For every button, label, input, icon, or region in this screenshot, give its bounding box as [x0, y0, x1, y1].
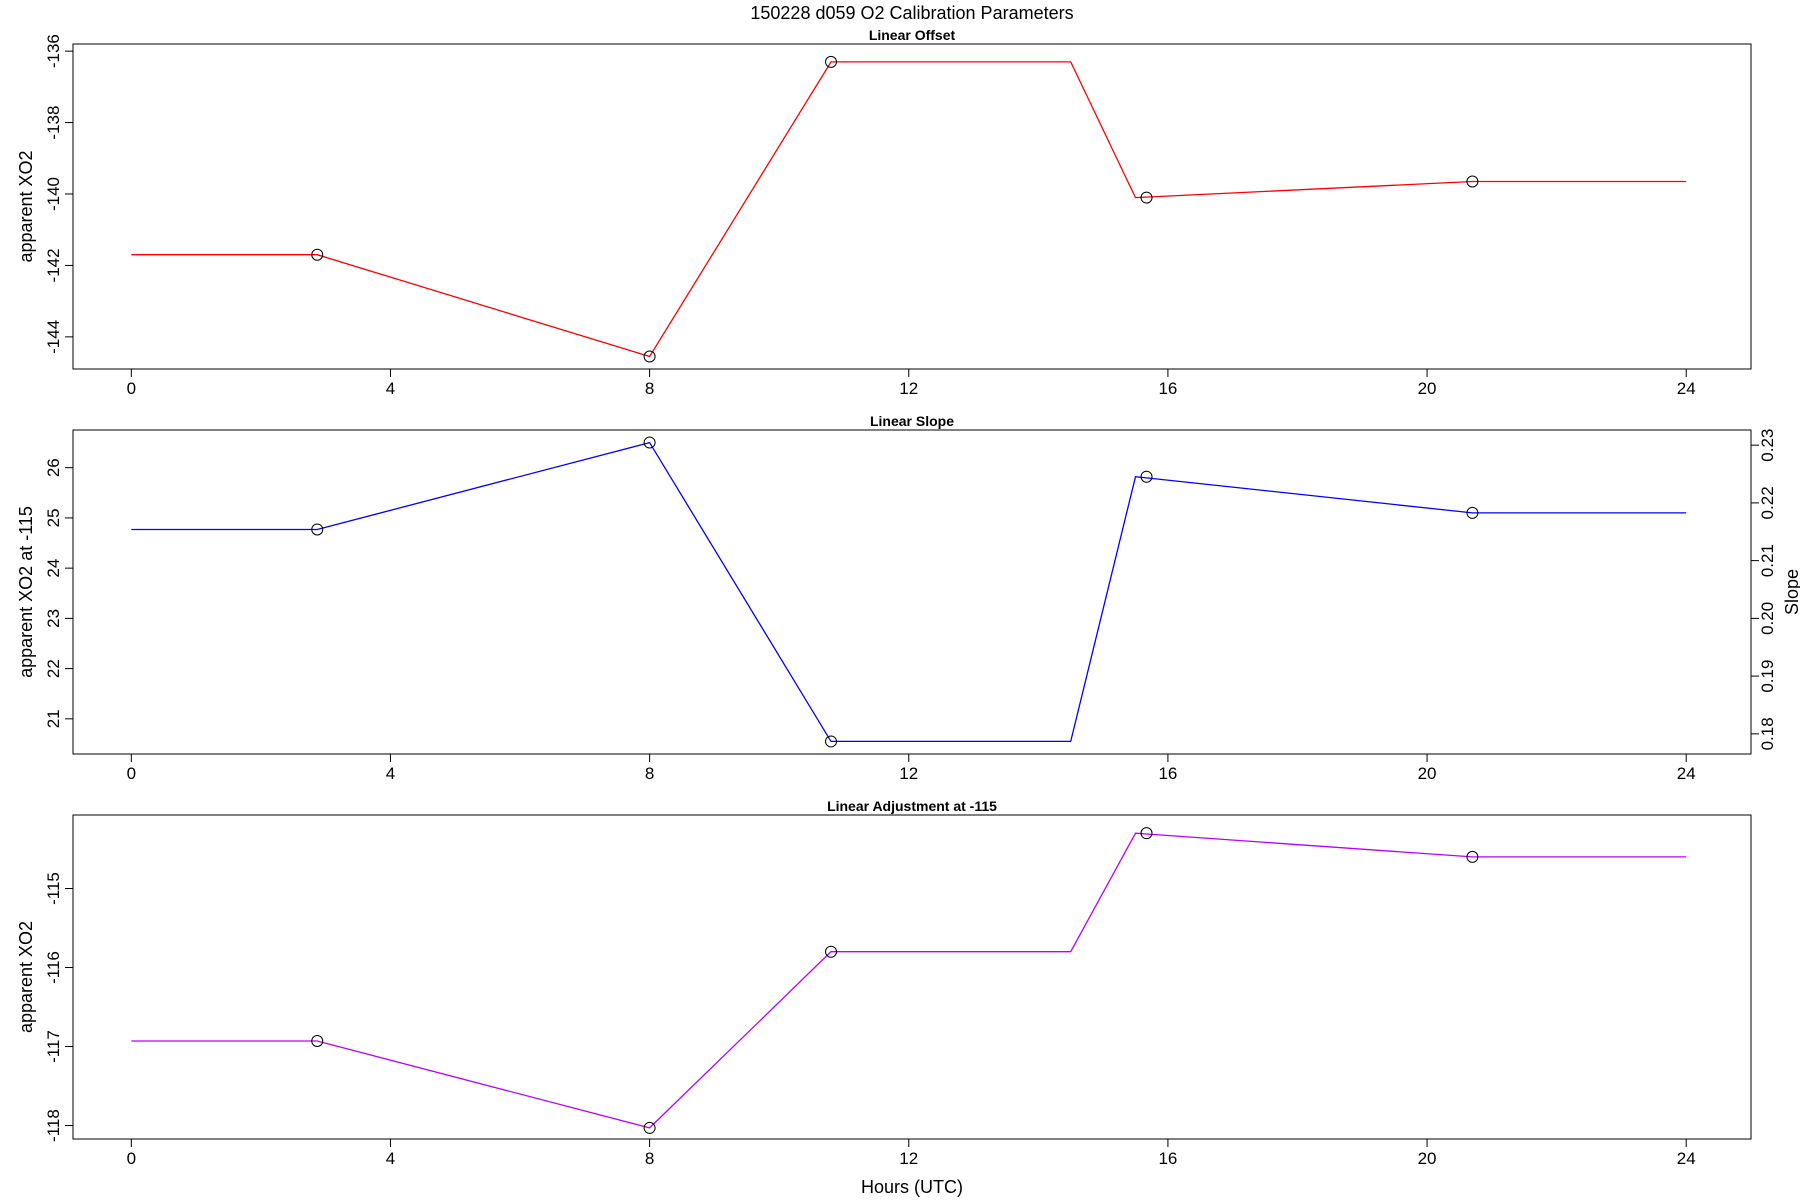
x-tick-label: 16	[1158, 1149, 1177, 1168]
y-tick-label: -144	[44, 320, 63, 354]
y2-tick-label: 0.23	[1758, 429, 1777, 462]
data-point	[643, 350, 656, 363]
x-tick-label: 8	[645, 764, 654, 783]
panel-title-1: Linear Offset	[869, 27, 956, 43]
y-tick-label: -136	[44, 34, 63, 68]
series-line-1	[131, 61, 1687, 358]
x-tick-label: 12	[899, 379, 918, 398]
series-line-3	[131, 832, 1687, 1129]
y-tick-label: 25	[44, 508, 63, 527]
data-point	[643, 436, 656, 449]
y-axis-label: apparent XO2 at -115	[16, 506, 36, 678]
x-tick-label: 8	[645, 1149, 654, 1168]
panel-title-3: Linear Adjustment at -115	[827, 798, 997, 814]
x-tick-label: 16	[1158, 764, 1177, 783]
data-point	[825, 55, 838, 68]
x-tick-label: 8	[645, 379, 654, 398]
y-tick-label: -140	[44, 177, 63, 211]
plot-frame-1	[72, 43, 1752, 370]
y-tick-label: -118	[44, 1109, 63, 1142]
y-tick-label: 22	[44, 659, 63, 678]
data-point	[1466, 506, 1479, 519]
y-tick-label: 21	[44, 709, 63, 728]
x-tick-label: 4	[386, 764, 395, 783]
x-tick-label: 12	[899, 1149, 918, 1168]
data-point	[311, 523, 324, 536]
data-point	[1140, 191, 1153, 204]
y-tick-label: 24	[44, 559, 63, 578]
data-point	[1466, 850, 1479, 863]
x-tick-label: 0	[127, 764, 136, 783]
x-tick-label: 0	[127, 1149, 136, 1168]
y2-tick-label: 0.20	[1758, 602, 1777, 635]
plot-frame-3	[72, 814, 1752, 1140]
data-point	[311, 1035, 324, 1048]
data-point	[311, 248, 324, 261]
figure-title: 150228 d059 O2 Calibration Parameters	[750, 3, 1073, 23]
x-axis-label: Hours (UTC)	[861, 1177, 963, 1197]
panel-title-2: Linear Slope	[870, 413, 954, 429]
x-tick-label: 24	[1677, 379, 1696, 398]
x-tick-label: 12	[899, 764, 918, 783]
x-tick-label: 20	[1418, 1149, 1437, 1168]
y-tick-label: 26	[44, 458, 63, 477]
data-point	[825, 735, 838, 748]
y-tick-label: -116	[44, 951, 63, 984]
x-tick-label: 24	[1677, 764, 1696, 783]
y2-tick-label: 0.19	[1758, 660, 1777, 693]
data-point	[825, 945, 838, 958]
plot-frame-2	[72, 429, 1752, 755]
y2-tick-label: 0.22	[1758, 486, 1777, 519]
x-tick-label: 4	[386, 379, 395, 398]
y-axis-label: apparent XO2	[16, 921, 36, 1033]
y2-tick-label: 0.18	[1758, 717, 1777, 750]
y-tick-label: 23	[44, 609, 63, 628]
data-point	[1140, 827, 1153, 840]
y2-tick-label: 0.21	[1758, 544, 1777, 577]
y2-axis-label: Slope	[1782, 569, 1800, 615]
series-line-2	[131, 441, 1687, 743]
x-tick-label: 20	[1418, 764, 1437, 783]
x-tick-label: 4	[386, 1149, 395, 1168]
data-point	[1466, 175, 1479, 188]
y-tick-label: -115	[44, 872, 63, 905]
y-axis-label: apparent XO2	[16, 150, 36, 262]
x-tick-label: 20	[1418, 379, 1437, 398]
x-tick-label: 24	[1677, 1149, 1696, 1168]
x-tick-label: 16	[1158, 379, 1177, 398]
y-tick-label: -117	[44, 1030, 63, 1063]
data-point	[1140, 470, 1153, 483]
y-tick-label: -138	[44, 106, 63, 140]
data-point	[643, 1121, 656, 1134]
x-tick-label: 0	[127, 379, 136, 398]
y-tick-label: -142	[44, 248, 63, 282]
